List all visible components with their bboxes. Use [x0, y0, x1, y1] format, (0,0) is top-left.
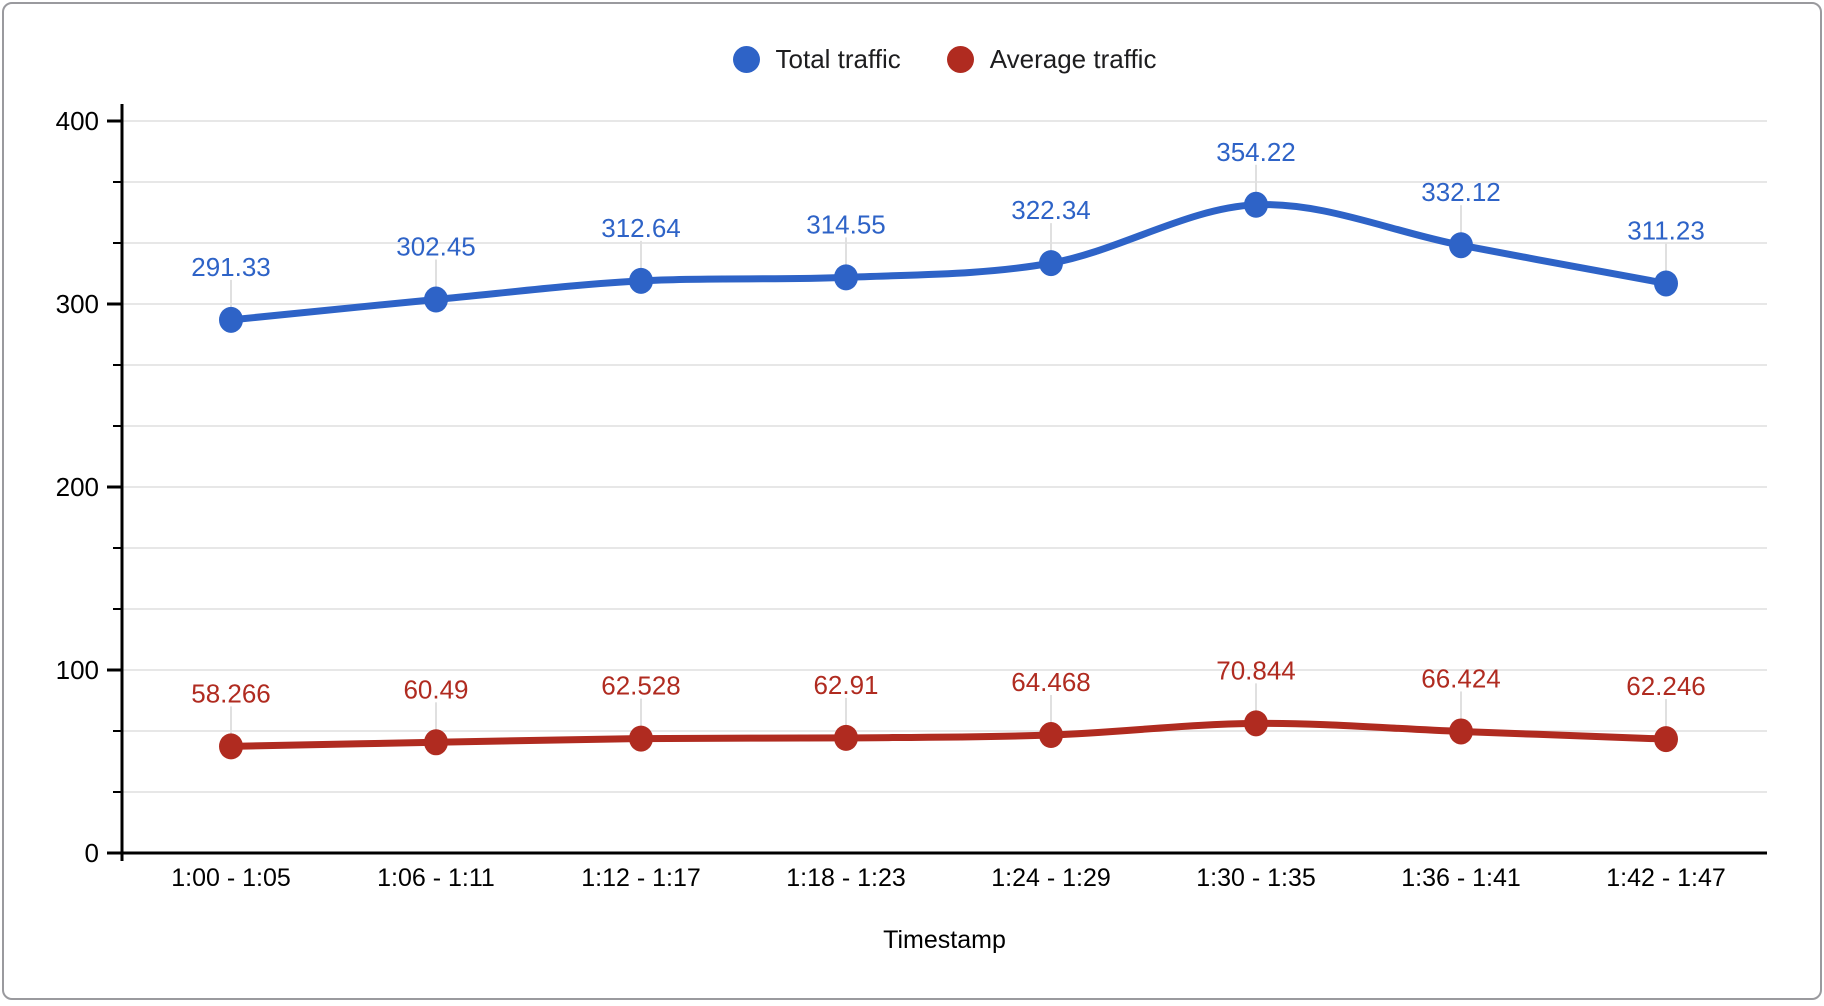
data-point-average-traffic[interactable]: [834, 725, 858, 751]
y-tick-label: 0: [85, 838, 99, 868]
data-point-average-traffic[interactable]: [219, 733, 243, 759]
data-label-total-traffic: 312.64: [601, 213, 681, 243]
data-point-average-traffic[interactable]: [1039, 722, 1063, 748]
x-tick-label: 1:18 - 1:23: [786, 864, 906, 892]
x-tick-label: 1:12 - 1:17: [581, 864, 701, 892]
x-tick-label: 1:42 - 1:47: [1606, 864, 1726, 892]
chart-legend: Total traffic Average traffic: [122, 44, 1767, 75]
data-label-total-traffic: 332.12: [1421, 177, 1501, 207]
x-tick-label: 1:30 - 1:35: [1196, 864, 1316, 892]
data-point-total-traffic[interactable]: [629, 268, 653, 294]
data-point-total-traffic[interactable]: [1039, 250, 1063, 276]
data-label-average-traffic: 62.91: [813, 670, 878, 700]
data-label-average-traffic: 62.246: [1626, 671, 1706, 701]
line-chart-canvas: 0 100 200 300 400 1:00 - 1:05 1:06 - 1:11 1:12 …: [4, 4, 1824, 1006]
x-tick-label: 1:36 - 1:41: [1401, 864, 1521, 892]
x-tick-label: 1:24 - 1:29: [991, 864, 1111, 892]
data-label-total-traffic: 302.45: [396, 232, 476, 262]
x-tick-label: 1:00 - 1:05: [171, 864, 291, 892]
data-point-average-traffic[interactable]: [629, 726, 653, 752]
data-point-total-traffic[interactable]: [1244, 192, 1268, 218]
data-point-total-traffic[interactable]: [834, 264, 858, 290]
data-label-total-traffic: 311.23: [1627, 215, 1705, 245]
y-tick-label: 400: [56, 106, 99, 136]
y-tick-label: 300: [56, 289, 99, 319]
data-point-average-traffic[interactable]: [1449, 718, 1473, 744]
legend-marker-average-traffic-icon: [947, 46, 974, 73]
data-point-average-traffic[interactable]: [1654, 726, 1678, 752]
legend-label-total-traffic: Total traffic: [776, 44, 901, 75]
legend-item-average-traffic[interactable]: Average traffic: [947, 44, 1157, 75]
data-label-average-traffic: 66.424: [1421, 663, 1501, 693]
data-point-total-traffic[interactable]: [219, 307, 243, 333]
x-tick-label: 1:06 - 1:11: [377, 864, 495, 892]
data-label-average-traffic: 62.528: [601, 671, 681, 701]
legend-item-total-traffic[interactable]: Total traffic: [733, 44, 901, 75]
data-point-average-traffic[interactable]: [1244, 710, 1268, 736]
data-point-total-traffic[interactable]: [1449, 232, 1473, 258]
data-label-total-traffic: 291.33: [191, 252, 271, 282]
data-point-total-traffic[interactable]: [424, 287, 448, 313]
data-label-total-traffic: 354.22: [1216, 137, 1296, 167]
y-axis-labels: 0 100 200 300 400: [56, 106, 99, 868]
data-label-total-traffic: 322.34: [1011, 195, 1091, 225]
legend-marker-total-traffic-icon: [733, 46, 760, 73]
data-point-total-traffic[interactable]: [1654, 270, 1678, 296]
y-tick-label: 200: [56, 472, 99, 502]
gridlines: [122, 121, 1767, 792]
legend-label-average-traffic: Average traffic: [990, 44, 1157, 75]
data-label-average-traffic: 60.49: [403, 674, 468, 704]
data-label-average-traffic: 64.468: [1011, 667, 1091, 697]
data-label-total-traffic: 314.55: [806, 209, 886, 239]
x-axis-labels: 1:00 - 1:05 1:06 - 1:11 1:12 - 1:17 1:18 - …: [171, 864, 1726, 892]
x-axis-title: Timestamp: [883, 926, 1006, 954]
data-label-average-traffic: 70.844: [1216, 655, 1296, 685]
axes: [120, 104, 1767, 861]
data-label-average-traffic: 58.266: [191, 678, 271, 708]
y-tick-label: 100: [56, 655, 99, 685]
data-point-average-traffic[interactable]: [424, 729, 448, 755]
y-axis-ticks: [107, 121, 122, 853]
